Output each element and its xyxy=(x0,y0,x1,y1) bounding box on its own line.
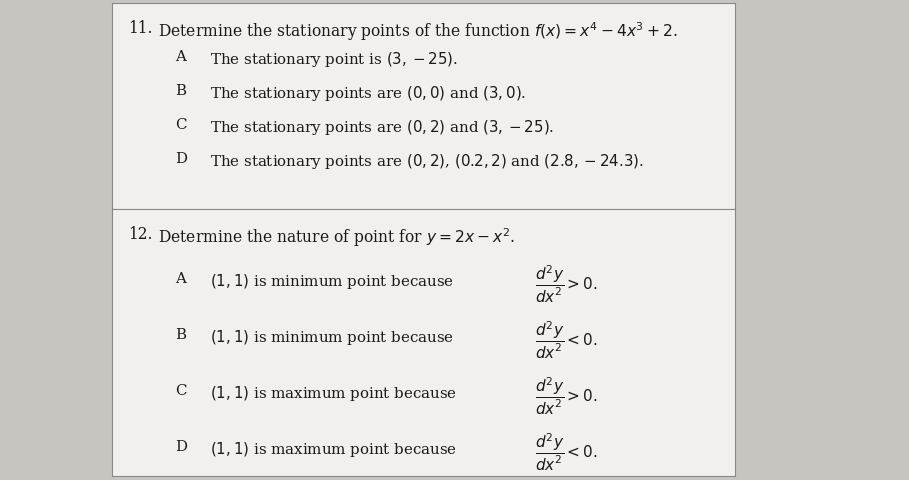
Text: C: C xyxy=(175,383,186,397)
Text: B: B xyxy=(175,327,186,341)
Text: D: D xyxy=(175,439,187,453)
Text: C: C xyxy=(175,118,186,132)
Text: The stationary points are $(0,2)$ and $(3,-25)$.: The stationary points are $(0,2)$ and $(… xyxy=(210,118,554,137)
Text: $(1,1)$ is maximum point because: $(1,1)$ is maximum point because xyxy=(210,383,457,402)
Text: $\dfrac{d^2y}{dx^2}<0.$: $\dfrac{d^2y}{dx^2}<0.$ xyxy=(535,319,598,360)
Text: $\dfrac{d^2y}{dx^2}>0.$: $\dfrac{d^2y}{dx^2}>0.$ xyxy=(535,264,598,304)
Text: $(1,1)$ is minimum point because: $(1,1)$ is minimum point because xyxy=(210,327,454,346)
Text: The stationary point is $(3,-25)$.: The stationary point is $(3,-25)$. xyxy=(210,50,458,69)
Text: B: B xyxy=(175,84,186,98)
Text: D: D xyxy=(175,152,187,166)
Text: 12.: 12. xyxy=(128,226,153,242)
Bar xyxy=(112,210,735,476)
Text: 11.: 11. xyxy=(128,20,153,37)
Bar xyxy=(112,4,735,210)
Text: Determine the stationary points of the function $f(x)=x^4-4x^3+2$.: Determine the stationary points of the f… xyxy=(158,20,678,43)
Text: The stationary points are $(0,0)$ and $(3,0)$.: The stationary points are $(0,0)$ and $(… xyxy=(210,84,526,103)
Text: $\dfrac{d^2y}{dx^2}<0.$: $\dfrac{d^2y}{dx^2}<0.$ xyxy=(535,431,598,472)
Text: A: A xyxy=(175,271,185,286)
Text: A: A xyxy=(175,50,185,64)
Text: $(1,1)$ is minimum point because: $(1,1)$ is minimum point because xyxy=(210,271,454,290)
Text: $\dfrac{d^2y}{dx^2}>0.$: $\dfrac{d^2y}{dx^2}>0.$ xyxy=(535,375,598,416)
Text: $(1,1)$ is maximum point because: $(1,1)$ is maximum point because xyxy=(210,439,457,458)
Text: The stationary points are $(0,2)$, $(0.2,2)$ and $(2.8,-24.3)$.: The stationary points are $(0,2)$, $(0.2… xyxy=(210,152,644,171)
Text: Determine the nature of point for $y=2x-x^2$.: Determine the nature of point for $y=2x-… xyxy=(158,226,515,248)
